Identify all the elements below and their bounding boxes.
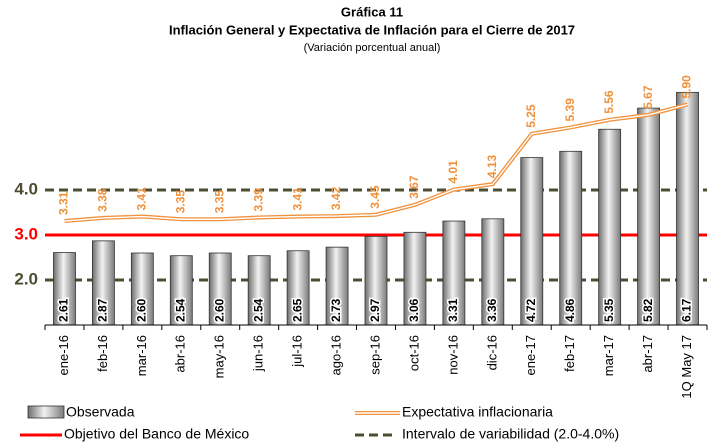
x-tick-label: ene-16 — [56, 335, 71, 375]
line-value-label: 5.25 — [524, 104, 538, 128]
line-value-label: 3.35 — [212, 190, 226, 214]
y-tick-label: 4.0 — [14, 179, 38, 198]
bar — [676, 91, 699, 326]
x-tick-label: jun-16 — [251, 335, 266, 372]
line-value-label: 3.41 — [290, 187, 304, 211]
y-tick-label: 3.0 — [14, 224, 38, 243]
x-tick-label: feb-17 — [562, 335, 577, 372]
line-value-label: 3.45 — [368, 185, 382, 209]
x-tick-label: sep-16 — [367, 335, 382, 375]
bar-value-label: 3.31 — [446, 298, 460, 322]
legend-label: Objetivo del Banco de México — [64, 426, 249, 442]
line-value-label: 5.67 — [641, 85, 655, 109]
x-tick-label: abr-16 — [173, 335, 188, 373]
bar-value-label: 3.06 — [407, 298, 421, 322]
bar-value-label: 5.82 — [641, 298, 655, 322]
y-tick-label: 2.0 — [14, 269, 38, 288]
x-tick-label: mar-17 — [601, 335, 616, 376]
x-tick-label: abr-17 — [640, 335, 655, 373]
line-value-label: 3.42 — [329, 186, 343, 210]
x-tick-label: ene-17 — [523, 335, 538, 375]
line-value-label: 4.01 — [446, 160, 460, 184]
line-value-label: 3.39 — [251, 188, 265, 212]
chart-subtitle: Inflación General y Expectativa de Infla… — [169, 22, 575, 37]
legend-label: Intervalo de variabilidad (2.0-4.0%) — [402, 426, 619, 442]
bar-value-label: 2.87 — [96, 298, 110, 322]
legend-swatch — [27, 405, 65, 419]
line-value-label: 5.90 — [680, 75, 694, 99]
x-tick-label: nov-16 — [445, 335, 460, 375]
bar-value-label: 2.65 — [290, 298, 304, 322]
legend-label: Expectativa inflacionaria — [402, 404, 553, 420]
x-tick-label: may-16 — [212, 335, 227, 378]
line-value-label: 5.39 — [563, 98, 577, 122]
bar-value-label: 6.17 — [680, 298, 694, 322]
bar — [598, 128, 622, 326]
bar-value-label: 2.97 — [368, 298, 382, 322]
line-inner — [64, 103, 688, 222]
bar-value-label: 4.86 — [563, 298, 577, 322]
bar-value-label: 2.60 — [135, 298, 149, 322]
line-value-label: 4.13 — [485, 154, 499, 178]
chart-note: (Variación porcentual anual) — [304, 42, 441, 54]
bar-value-label: 2.61 — [57, 298, 71, 322]
line-value-label: 3.31 — [57, 191, 71, 215]
line-value-label: 3.67 — [407, 175, 421, 199]
line-value-label: 5.56 — [602, 90, 616, 114]
line-value-label: 3.41 — [135, 187, 149, 211]
x-tick-label: dic-16 — [484, 335, 499, 370]
x-tick-label: ago-16 — [328, 335, 343, 375]
x-tick-label: oct-16 — [406, 335, 421, 371]
bar-value-label: 4.72 — [524, 298, 538, 322]
line-value-label: 3.35 — [173, 190, 187, 214]
x-tick-label: 1Q May 17 — [679, 335, 694, 399]
x-tick-label: mar-16 — [134, 335, 149, 376]
bar-value-label: 5.35 — [602, 298, 616, 322]
chart-title: Gráfica 11 — [341, 4, 403, 19]
bar-value-label: 2.73 — [329, 298, 343, 322]
bar — [637, 107, 660, 326]
bar-value-label: 2.54 — [173, 298, 187, 322]
legend-label: Observada — [66, 404, 135, 420]
bar-value-label: 2.54 — [251, 298, 265, 322]
x-tick-label: feb-16 — [95, 335, 110, 372]
bar-value-label: 3.36 — [485, 298, 499, 322]
x-tick-label: jul-16 — [290, 335, 305, 368]
line-value-label: 3.38 — [96, 188, 110, 212]
bar-value-label: 2.60 — [212, 298, 226, 322]
